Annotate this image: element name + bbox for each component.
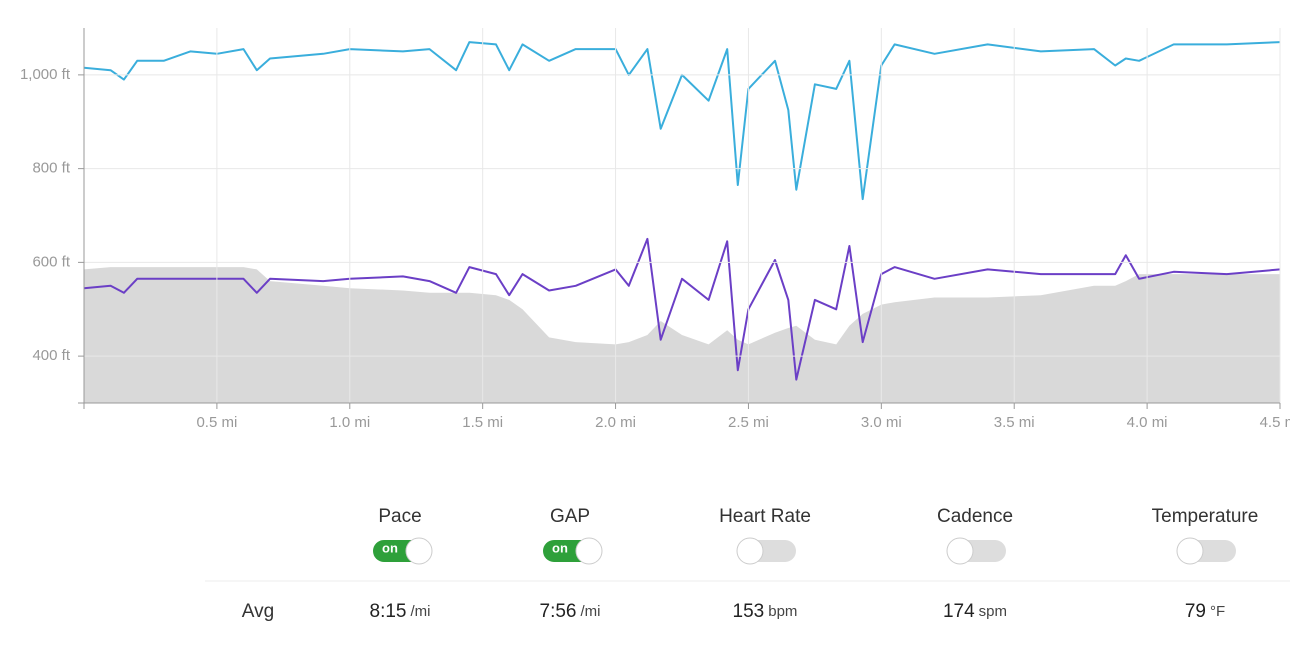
x-tick-label: 1.5 mi	[462, 414, 503, 431]
toggle-knob	[1176, 537, 1204, 565]
metric-label: GAP	[550, 506, 590, 527]
data-line	[83, 41, 1281, 201]
avg-value: 8:15/mi	[370, 601, 431, 622]
toggle-knob	[946, 537, 974, 565]
avg-number: 174	[943, 601, 975, 622]
y-tick-label: 1,000 ft	[20, 66, 71, 83]
x-tick-label: 3.5 mi	[994, 414, 1035, 431]
avg-number: 8:15	[370, 601, 407, 622]
x-tick-label: 4.0 mi	[1127, 414, 1168, 431]
avg-value: 153 bpm	[733, 601, 798, 622]
toggle-text: on	[382, 540, 398, 555]
avg-value: 79 °F	[1185, 601, 1225, 622]
y-tick-label: 400 ft	[32, 347, 70, 364]
toggle[interactable]: on	[543, 537, 603, 565]
x-tick-label: 1.0 mi	[329, 414, 370, 431]
x-tick-label: 2.0 mi	[595, 414, 636, 431]
x-tick-label: 2.5 mi	[728, 414, 769, 431]
metric-label: Heart Rate	[719, 506, 811, 527]
y-tick-label: 600 ft	[32, 253, 70, 270]
metric-label: Pace	[378, 506, 421, 527]
avg-number: 153	[733, 601, 765, 622]
toggle[interactable]	[736, 537, 796, 565]
metric-label: Cadence	[937, 506, 1013, 527]
data-line	[83, 237, 1281, 381]
toggle-knob	[736, 537, 764, 565]
toggle-text: on	[552, 540, 568, 555]
y-tick-label: 800 ft	[32, 160, 70, 177]
toggle-knob	[405, 537, 433, 565]
x-tick-label: 4.5 mi	[1260, 414, 1290, 431]
avg-value: 174 spm	[943, 601, 1007, 622]
avg-unit: /mi	[580, 603, 600, 620]
x-tick-label: 0.5 mi	[196, 414, 237, 431]
elevation-area	[84, 267, 1280, 403]
avg-unit: /mi	[410, 603, 430, 620]
avg-unit: °F	[1210, 603, 1225, 620]
metric-label: Temperature	[1152, 506, 1259, 527]
avg-unit: spm	[979, 603, 1007, 620]
toggle[interactable]	[1176, 537, 1236, 565]
toggle-knob	[575, 537, 603, 565]
x-tick-label: 3.0 mi	[861, 414, 902, 431]
avg-number: 7:56	[540, 601, 577, 622]
toggle[interactable]	[946, 537, 1006, 565]
avg-value: 7:56/mi	[540, 601, 601, 622]
toggle[interactable]: on	[373, 537, 433, 565]
avg-number: 79	[1185, 601, 1206, 622]
avg-unit: bpm	[768, 603, 797, 620]
avg-label: Avg	[242, 601, 274, 622]
